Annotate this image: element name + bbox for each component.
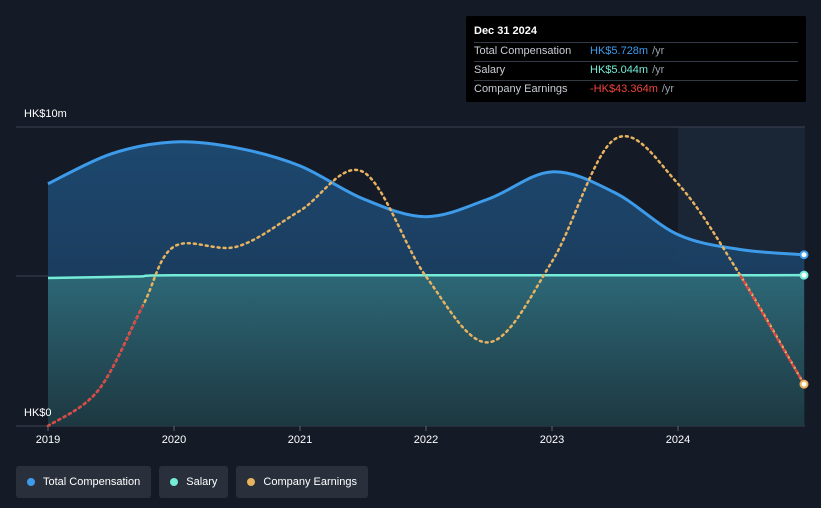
- total-compensation-line: [47, 140, 805, 257]
- y-axis-bottom-label: HK$0: [24, 407, 52, 419]
- legend-label: Company Earnings: [263, 476, 357, 488]
- legend-dot-icon: [27, 478, 35, 486]
- x-tick-label: 2022: [414, 434, 438, 446]
- company-earnings-endpoint: [799, 379, 809, 389]
- legend-label: Salary: [186, 476, 218, 488]
- tooltip-row-total-compensation: Total Compensation HK$5.728m /yr: [474, 42, 798, 61]
- total-compensation-endpoint: [799, 250, 809, 260]
- x-tick-label: 2023: [540, 434, 564, 446]
- salary-area: [48, 275, 804, 426]
- legend-item-salary[interactable]: Salary: [159, 466, 229, 498]
- legend: Total Compensation Salary Company Earnin…: [16, 466, 376, 498]
- tooltip-row-salary: Salary HK$5.044m /yr: [474, 61, 798, 80]
- tooltip-label: Company Earnings: [474, 83, 568, 95]
- legend-dot-icon: [170, 478, 179, 486]
- legend-dot-icon: [247, 478, 256, 486]
- legend-label: Total Compensation: [43, 476, 141, 488]
- legend-item-total-compensation[interactable]: Total Compensation: [16, 466, 152, 498]
- tooltip-row-company-earnings: Company Earnings -HK$43.364m /yr: [474, 80, 798, 99]
- x-tick-label: 2019: [36, 434, 60, 446]
- tooltip: Dec 31 2024 Total Compensation HK$5.728m…: [466, 16, 806, 102]
- salary-line: [47, 273, 805, 280]
- tooltip-value: HK$5.044m: [590, 64, 649, 76]
- tooltip-label: Salary: [474, 64, 506, 76]
- y-axis-top-label: HK$10m: [24, 108, 67, 120]
- tooltip-date: Dec 31 2024: [474, 25, 537, 37]
- tooltip-unit: /yr: [652, 45, 665, 57]
- company-earnings-negative-start: [46, 305, 144, 428]
- company-earnings-negative-end: [739, 275, 806, 386]
- tooltip-value: HK$5.728m: [590, 45, 649, 57]
- tooltip-unit: /yr: [661, 83, 675, 95]
- salary-endpoint: [799, 270, 809, 280]
- legend-item-company-earnings[interactable]: Company Earnings: [236, 466, 368, 498]
- tooltip-value: -HK$43.364m: [590, 83, 658, 95]
- x-tick-label: 2021: [288, 434, 312, 446]
- x-tick-label: 2024: [666, 434, 690, 446]
- tooltip-label: Total Compensation: [474, 45, 572, 57]
- company-earnings-line: [46, 135, 806, 428]
- tooltip-unit: /yr: [652, 64, 665, 76]
- x-tick-label: 2020: [162, 434, 186, 446]
